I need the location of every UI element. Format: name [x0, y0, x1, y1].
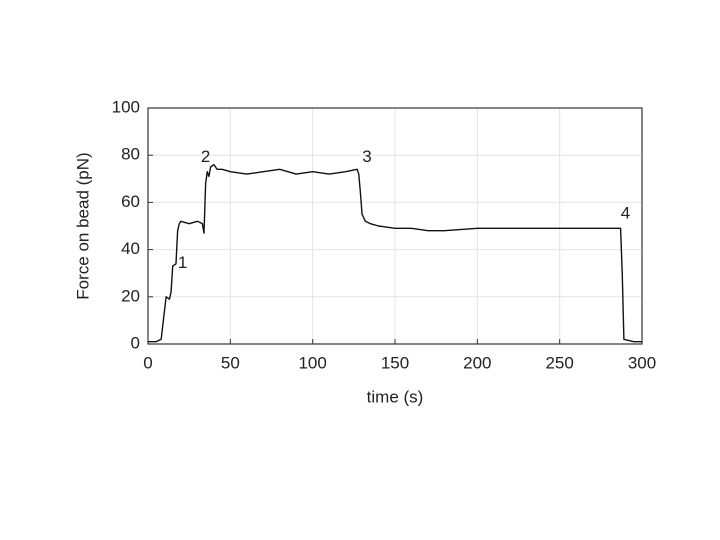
x-tick-label: 300 — [628, 353, 656, 372]
y-tick-label: 40 — [121, 239, 140, 258]
x-tick-label: 200 — [463, 353, 491, 372]
y-tick-label: 100 — [112, 97, 140, 116]
x-tick-label: 100 — [298, 353, 326, 372]
y-tick-label: 20 — [121, 286, 140, 305]
annotation: 3 — [362, 147, 371, 166]
y-axis-label: Force on bead (pN) — [73, 152, 92, 299]
y-tick-label: 60 — [121, 192, 140, 211]
annotation: 1 — [178, 253, 187, 272]
x-axis-label: time (s) — [367, 387, 424, 406]
x-tick-label: 250 — [545, 353, 573, 372]
y-tick-label: 0 — [131, 333, 140, 352]
annotation: 4 — [621, 204, 630, 223]
data-line — [148, 163, 642, 343]
plot-frame — [147, 107, 643, 345]
x-tick-label: 50 — [221, 353, 240, 372]
x-tick-label: 150 — [381, 353, 409, 372]
annotation: 2 — [201, 147, 210, 166]
y-tick-label: 80 — [121, 145, 140, 164]
x-tick-label: 0 — [143, 353, 152, 372]
